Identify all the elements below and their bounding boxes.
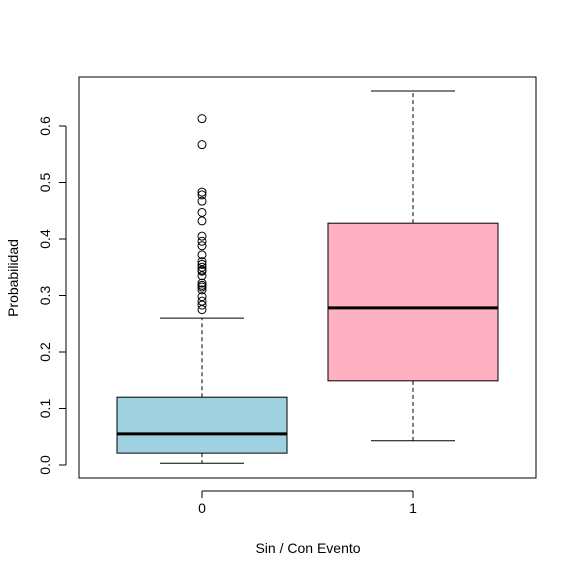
outlier-point	[197, 300, 207, 310]
box-group-1	[327, 90, 499, 442]
y-axis: 0.0 0.1 0.2 0.3 0.4 0.5 0.6	[37, 116, 67, 475]
outlier-point	[197, 140, 207, 150]
outlier-point	[197, 278, 207, 288]
outlier-point	[197, 282, 207, 292]
y-axis-label: Probabilidad	[5, 239, 21, 317]
box-iqr	[327, 222, 499, 382]
plot-frame	[78, 76, 537, 479]
y-tick-label: 0.4	[37, 229, 53, 249]
outlier-point	[197, 190, 207, 200]
x-axis-label: Sin / Con Evento	[255, 540, 360, 556]
outlier-point	[197, 187, 207, 197]
y-tick-label: 0.1	[37, 399, 53, 419]
outlier-point	[197, 259, 207, 269]
outlier-point	[197, 266, 207, 276]
outlier-point	[197, 114, 207, 124]
y-tick-label: 0.5	[37, 173, 53, 193]
outlier-point	[197, 271, 207, 281]
x-tick-label: 0	[198, 500, 206, 516]
x-tick-label: 1	[409, 500, 417, 516]
plot-marks	[116, 90, 499, 464]
outlier-point	[197, 285, 207, 295]
outlier-point	[197, 207, 207, 217]
outlier-point	[197, 231, 207, 241]
outlier-point	[197, 216, 207, 226]
y-tick-label: 0.0	[37, 455, 53, 475]
outlier-point	[197, 196, 207, 206]
box-iqr	[116, 396, 288, 454]
y-tick-label: 0.3	[37, 286, 53, 306]
outlier-point	[197, 305, 207, 315]
outlier-point	[197, 241, 207, 251]
outlier-point	[197, 236, 207, 246]
y-tick-label: 0.6	[37, 116, 53, 136]
box-group-0	[116, 114, 288, 464]
outlier-point	[197, 250, 207, 260]
y-tick-label: 0.2	[37, 342, 53, 362]
